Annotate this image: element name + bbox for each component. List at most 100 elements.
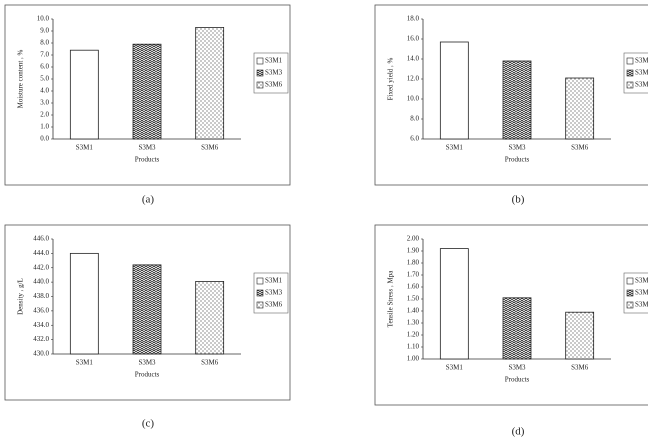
y-tick-label: 1.80 [407,259,420,267]
bar [439,248,469,360]
bar [69,252,99,355]
legend-swatch [256,301,264,309]
legend-label: S3M3 [265,289,283,297]
y-tick-label: 4.0 [40,87,49,95]
x-tick-label: S3M1 [76,144,94,152]
bar [195,281,225,355]
y-tick-label: 442.0 [33,263,49,271]
legend-swatch [626,277,634,285]
y-tick-label: 2.00 [407,235,420,243]
legend-label: S3M6 [635,301,648,309]
legend-label: S3M1 [635,277,648,285]
y-axis-label: Density , g/L [17,278,25,315]
x-tick-label: S3M6 [571,144,589,152]
legend-swatch [256,69,264,77]
legend-swatch [626,81,634,89]
y-axis-label: Moisture content , % [17,49,25,108]
legend-swatch [626,289,634,297]
y-tick-label: 10.0 [407,95,420,103]
bar [502,60,532,140]
y-tick-label: 1.60 [407,283,420,291]
y-tick-label: 432.0 [33,335,49,343]
legend-box [253,52,289,94]
y-tick-label: 1.10 [407,343,420,351]
bar [69,49,99,140]
bar [132,264,162,355]
x-tick-label: S3M3 [508,144,526,152]
x-axis-label: Products [505,376,530,384]
caption: (a) [142,194,155,206]
y-tick-label: 446.0 [33,235,49,243]
y-tick-label: 1.70 [407,271,420,279]
y-tick-label: 16.0 [407,35,420,43]
y-tick-label: 1.0 [40,123,49,131]
chart-frame [374,4,648,186]
bar [195,26,225,140]
legend-label: S3M6 [635,81,648,89]
y-axis-label: Fixed yield , % [387,57,395,100]
y-tick-label: 5.0 [40,75,49,83]
legend-label: S3M1 [265,57,283,65]
caption: (b) [512,194,525,206]
caption: (c) [142,418,155,430]
bar [502,297,532,360]
y-tick-label: 8.0 [410,115,419,123]
legend-swatch [256,277,264,285]
y-tick-label: 6.0 [410,135,419,143]
legend-box [623,52,648,94]
y-tick-label: 1.20 [407,331,420,339]
legend-label: S3M1 [265,277,283,285]
legend-box [253,272,289,314]
bar [565,311,595,360]
x-tick-label: S3M1 [446,144,464,152]
chart-frame [4,224,291,401]
legend-swatch [626,301,634,309]
y-tick-label: 14.0 [407,55,420,63]
x-axis-label: Products [135,371,160,379]
y-tick-label: 9.0 [40,27,49,35]
x-tick-label: S3M3 [508,364,526,372]
legend-swatch [626,57,634,65]
y-tick-label: 430.0 [33,350,49,358]
legend-swatch [626,69,634,77]
x-tick-label: S3M6 [201,144,219,152]
legend-label: S3M3 [635,289,648,297]
x-tick-label: S3M6 [201,359,219,367]
x-tick-label: S3M3 [138,359,156,367]
chart-frame [374,224,648,406]
y-tick-label: 3.0 [40,99,49,107]
legend-swatch [256,81,264,89]
y-tick-label: 0.0 [40,135,49,143]
legend-box [623,272,648,314]
x-axis-label: Products [505,156,530,164]
y-tick-label: 18.0 [407,15,420,23]
legend-label: S3M3 [635,69,648,77]
y-tick-label: 1.40 [407,307,420,315]
y-tick-label: 440.0 [33,278,49,286]
y-tick-label: 436.0 [33,306,49,314]
legend-label: S3M6 [265,81,283,89]
y-tick-label: 7.0 [40,51,49,59]
legend-label: S3M3 [265,69,283,77]
x-tick-label: S3M1 [76,359,94,367]
bar [565,77,595,140]
y-tick-label: 434.0 [33,321,49,329]
y-tick-label: 1.90 [407,247,420,255]
x-tick-label: S3M3 [138,144,156,152]
chart-frame [4,4,291,186]
y-tick-label: 6.0 [40,63,49,71]
y-tick-label: 1.00 [407,355,420,363]
x-axis-label: Products [135,156,160,164]
y-tick-label: 10.0 [37,15,50,23]
legend-label: S3M6 [265,301,283,309]
bar [132,43,162,140]
legend-swatch [256,289,264,297]
y-tick-label: 1.30 [407,319,420,327]
y-axis-label: Tensile Stress , Mpa [387,270,395,328]
y-tick-label: 2.0 [40,111,49,119]
caption: (d) [512,426,525,438]
y-tick-label: 1.50 [407,295,420,303]
legend-label: S3M1 [635,57,648,65]
legend-swatch [256,57,264,65]
